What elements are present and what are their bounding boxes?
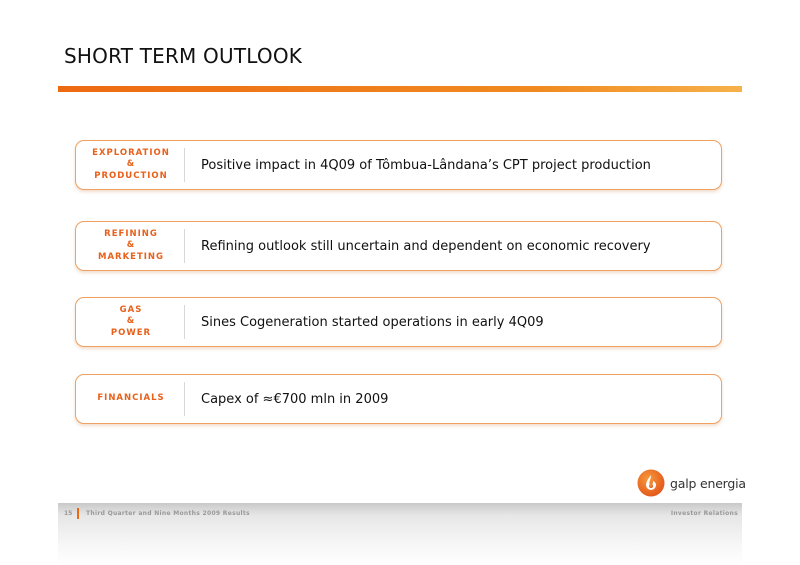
- category-label: EXPLORATION & PRODUCTION: [92, 147, 170, 181]
- galp-logo: galp energia: [637, 466, 746, 500]
- row-text: Capex of ≈€700 mln in 2009: [201, 391, 389, 407]
- row-divider: [184, 229, 185, 263]
- footer-accent-bar: [77, 508, 79, 519]
- row-divider: [184, 148, 185, 182]
- title-rule: [58, 86, 742, 92]
- logo-wordmark: galp energia: [670, 475, 746, 491]
- row-text: Positive impact in 4Q09 of Tômbua-Lândan…: [201, 157, 651, 173]
- galp-flame-logo-icon: [637, 469, 665, 497]
- slide-title: SHORT TERM OUTLOOK: [64, 44, 303, 68]
- row-divider: [184, 382, 185, 416]
- row-divider: [184, 305, 185, 339]
- deck-title: Third Quarter and Nine Months 2009 Resul…: [86, 510, 250, 517]
- outlook-row-refining-marketing: REFINING & MARKETING Refining outlook st…: [75, 221, 722, 271]
- category-label: REFINING & MARKETING: [97, 228, 165, 262]
- outlook-row-gas-power: GAS & POWER Sines Cogeneration started o…: [75, 297, 722, 347]
- footer: 15 Third Quarter and Nine Months 2009 Re…: [58, 503, 742, 565]
- outlook-row-financials: FINANCIALS Capex of ≈€700 mln in 2009: [75, 374, 722, 424]
- category-label: GAS & POWER: [110, 304, 152, 338]
- category-label: FINANCIALS: [97, 393, 165, 404]
- department-label: Investor Relations: [670, 510, 738, 517]
- outlook-row-exploration-production: EXPLORATION & PRODUCTION Positive impact…: [75, 140, 722, 190]
- row-text: Sines Cogeneration started operations in…: [201, 314, 544, 330]
- page-number: 15: [64, 510, 73, 517]
- row-text: Refining outlook still uncertain and dep…: [201, 238, 651, 254]
